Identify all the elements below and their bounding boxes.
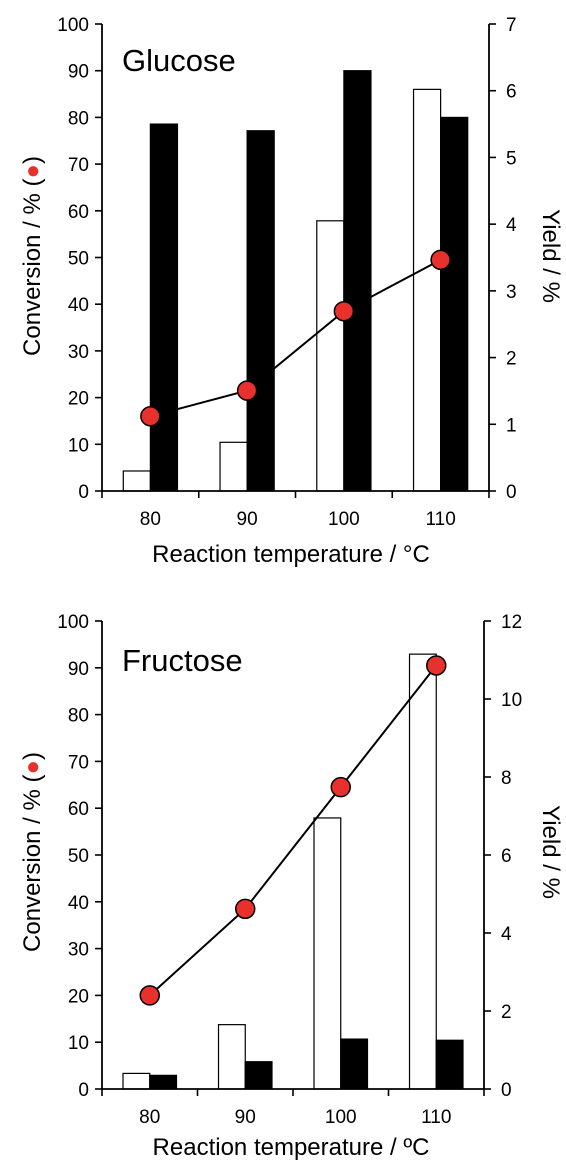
y-tick-label: 100 — [57, 612, 89, 633]
x-tick-label: 90 — [237, 509, 258, 530]
y-tick-label: 90 — [68, 62, 89, 83]
y-tick-label: 0 — [78, 1080, 89, 1101]
panel-title: Glucose — [122, 43, 236, 78]
conversion-point — [235, 898, 256, 920]
solid-bar — [149, 1074, 178, 1090]
y2-tick-label: 0 — [506, 482, 517, 503]
open-bar — [122, 470, 151, 492]
bar-layer — [122, 653, 464, 1090]
y-tick-label: 20 — [68, 986, 89, 1007]
y-tick-label: 80 — [68, 108, 89, 129]
y2-tick-label: 2 — [501, 1002, 512, 1023]
x-axis-title: Reaction temperature / °C — [152, 541, 430, 568]
x-tick-label: 110 — [421, 1107, 451, 1128]
y-tick-label: 80 — [68, 706, 89, 727]
x-axis-title: Reaction temperature / ºC — [153, 1134, 430, 1161]
y-axis-title-text: Conversion / % ( — [19, 775, 46, 952]
x-tick-label: 110 — [425, 509, 455, 530]
x-tick-label: 80 — [139, 1107, 160, 1128]
conversion-point — [430, 249, 451, 271]
y2-tick-label: 10 — [501, 690, 522, 711]
y-tick-label: 60 — [68, 799, 89, 820]
y2-tick-label: 4 — [506, 215, 517, 236]
conversion-point — [330, 776, 351, 798]
open-bar — [316, 220, 345, 492]
x-tick-label: 90 — [235, 1107, 256, 1128]
y-tick-label: 90 — [68, 659, 89, 680]
bar-layer — [122, 70, 469, 492]
conversion-marker-icon: ● — [19, 164, 46, 179]
y2-tick-label: 6 — [501, 846, 512, 867]
y2-tick-label: 7 — [506, 15, 517, 36]
conversion-line — [150, 258, 442, 418]
y-axis-title-text: Conversion / % ( — [19, 179, 46, 356]
y-tick-label: 10 — [68, 1033, 89, 1054]
y-tick-label: 30 — [68, 342, 89, 363]
y-tick-label: 10 — [68, 435, 89, 456]
line-layer — [139, 655, 447, 1006]
conversion-point — [333, 300, 355, 322]
x-tick-label: 100 — [325, 1107, 357, 1128]
y-tick-label: 70 — [68, 155, 89, 176]
conversion-point — [426, 655, 447, 676]
open-bar — [122, 1072, 151, 1090]
solid-bar — [149, 123, 179, 492]
y2-tick-label: 8 — [501, 768, 512, 789]
y2-tick-label: 1 — [506, 415, 517, 436]
fructose-chart: 0 10 20 30 40 50 60 70 80 90 100 0 2 4 6 8 10 12 80 90 100 11… — [19, 612, 564, 1161]
conversion-point — [236, 380, 258, 401]
glucose-chart: 0 10 20 30 40 50 60 70 80 90 100 0 1 2 3 4 5 6 7 80 90 100 110… — [19, 15, 564, 568]
y2-tick-label: 3 — [506, 282, 517, 303]
axes-layer: 0 10 20 30 40 50 60 70 80 90 100 0 1 2 3 4 5 6 7 80 90 100 110 — [57, 15, 517, 530]
y2-tick-label: 0 — [501, 1080, 512, 1101]
y2-tick-label: 2 — [506, 349, 517, 370]
solid-bar — [435, 1039, 464, 1090]
conversion-point — [139, 985, 160, 1006]
solid-bar — [440, 116, 469, 492]
conversion-line — [149, 664, 438, 997]
y-tick-label: 100 — [57, 15, 89, 36]
open-bar — [217, 1024, 246, 1090]
y2-tick-label: 6 — [506, 82, 517, 103]
solid-bar — [343, 70, 372, 492]
y2-axis-title: Yield / % — [537, 209, 564, 303]
solid-bar — [340, 1038, 369, 1090]
conversion-marker-icon: ● — [19, 760, 46, 775]
solid-bar — [244, 1061, 273, 1090]
y-tick-label: 50 — [68, 846, 89, 867]
solid-bar — [246, 130, 275, 492]
y-tick-label: 0 — [78, 482, 89, 503]
open-bar — [219, 441, 248, 492]
y-tick-label: 50 — [68, 249, 89, 270]
y-tick-label: 30 — [68, 940, 89, 961]
y-tick-label: 70 — [68, 752, 89, 773]
y-tick-label: 60 — [68, 202, 89, 223]
x-tick-label: 80 — [140, 509, 161, 530]
y-tick-label: 40 — [68, 893, 89, 914]
y-axis-title: Conversion / % (●) — [19, 156, 46, 356]
y-axis-title: Conversion / % (●) — [19, 752, 46, 952]
y2-tick-label: 5 — [506, 148, 517, 169]
conversion-point — [140, 406, 161, 427]
x-tick-label: 100 — [328, 509, 360, 530]
y-tick-label: 40 — [68, 295, 89, 316]
open-bar — [313, 817, 342, 1090]
y-axis-title-end: ) — [19, 156, 46, 164]
axes-layer: 0 10 20 30 40 50 60 70 80 90 100 0 2 4 6 8 10 12 80 90 100 11… — [57, 612, 522, 1128]
open-bar — [412, 88, 442, 492]
y-tick-label: 20 — [68, 389, 89, 410]
y2-axis-title: Yield / % — [537, 805, 564, 899]
y2-tick-label: 12 — [501, 612, 522, 633]
y-axis-title-end: ) — [19, 752, 46, 760]
panel-title: Fructose — [122, 643, 243, 678]
open-bar — [408, 653, 437, 1090]
line-layer — [140, 249, 451, 427]
y2-tick-label: 4 — [501, 924, 512, 945]
